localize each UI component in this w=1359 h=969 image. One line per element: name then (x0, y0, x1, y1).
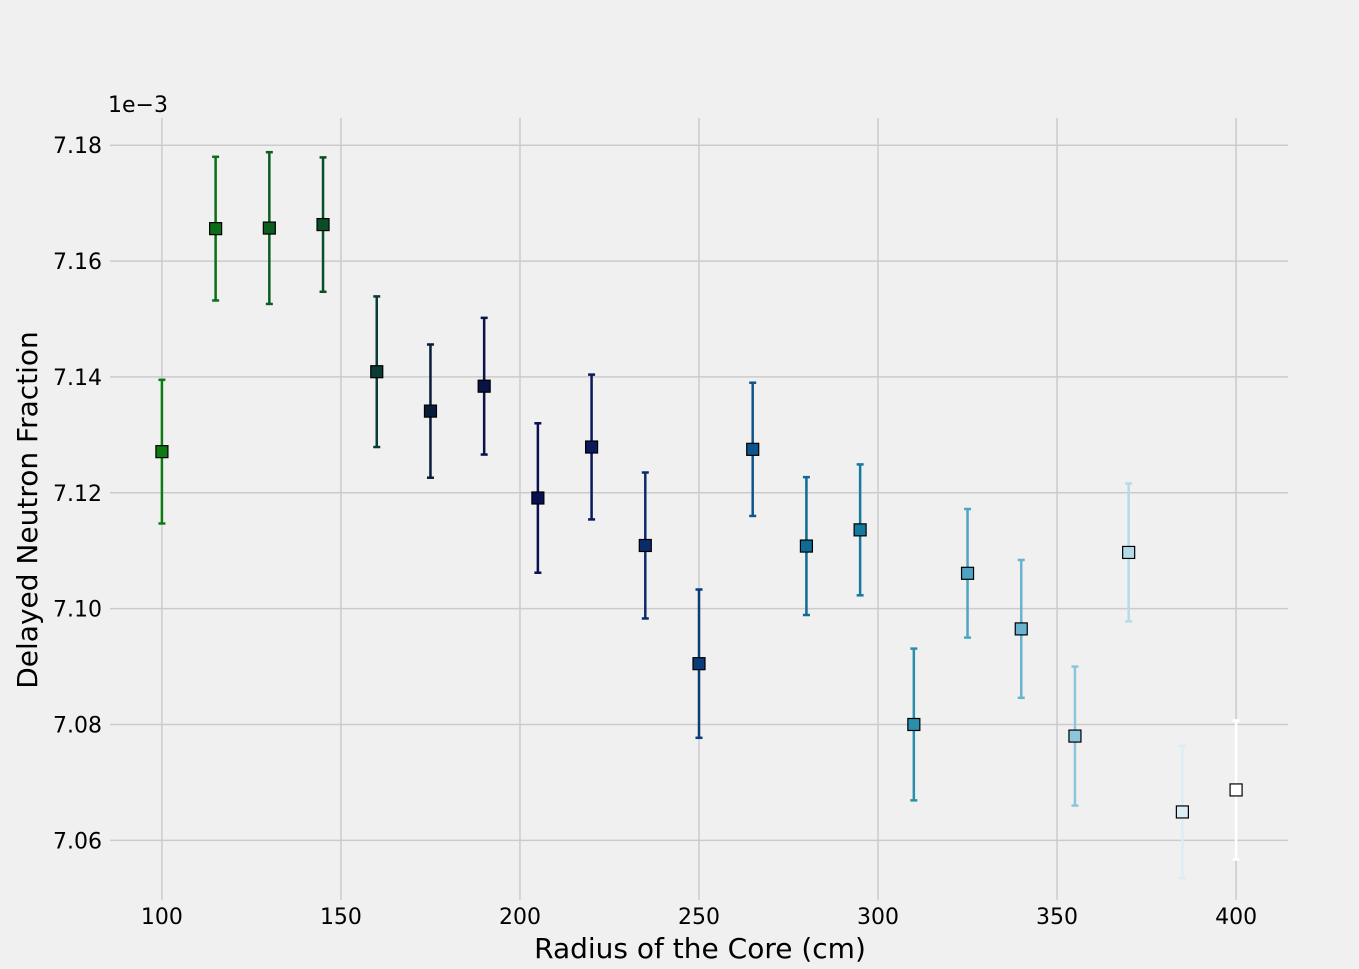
y-tick-label: 7.08 (53, 713, 102, 738)
data-point (316, 217, 330, 232)
x-tick-labels: 100 150 200 250 300 350 400 (141, 905, 1257, 930)
data-point (1068, 729, 1082, 743)
y-tick-label: 7.10 (53, 598, 102, 623)
data-point (1014, 622, 1028, 636)
y-tick-label: 7.18 (53, 134, 102, 159)
data-markers (155, 217, 1243, 819)
data-point (960, 566, 975, 580)
data-point (584, 440, 599, 454)
data-point (370, 365, 384, 379)
data-point (799, 539, 814, 553)
y-axis-label: Delayed Neutron Fraction (11, 331, 44, 689)
x-axis-label: Radius of the Core (cm) (534, 932, 866, 965)
x-tick-label: 150 (320, 905, 362, 930)
data-point (423, 404, 438, 418)
y-tick-label: 7.12 (53, 482, 102, 507)
y-tick-label: 7.06 (53, 829, 102, 854)
data-point (746, 442, 760, 456)
x-tick-label: 250 (678, 905, 720, 930)
y-tick-label: 7.14 (53, 366, 102, 391)
data-point (638, 538, 652, 553)
y-tick-labels: 7.06 7.08 7.10 7.12 7.14 7.16 7.18 (53, 134, 102, 854)
data-point (477, 379, 491, 393)
data-point (1175, 805, 1189, 819)
data-point (692, 657, 706, 671)
data-point (1229, 783, 1243, 797)
data-point (155, 445, 169, 459)
y-tick-label: 7.16 (53, 250, 102, 275)
data-point (1122, 545, 1136, 560)
data-point (209, 222, 223, 236)
data-point (531, 491, 545, 505)
x-tick-label: 300 (857, 905, 899, 930)
x-tick-label: 350 (1036, 905, 1078, 930)
x-tick-label: 400 (1215, 905, 1257, 930)
offset-text: 1e−3 (108, 93, 168, 118)
data-point (262, 221, 276, 235)
data-point (853, 523, 867, 537)
x-tick-label: 200 (499, 905, 541, 930)
x-tick-label: 100 (141, 905, 183, 930)
data-point (907, 717, 921, 732)
